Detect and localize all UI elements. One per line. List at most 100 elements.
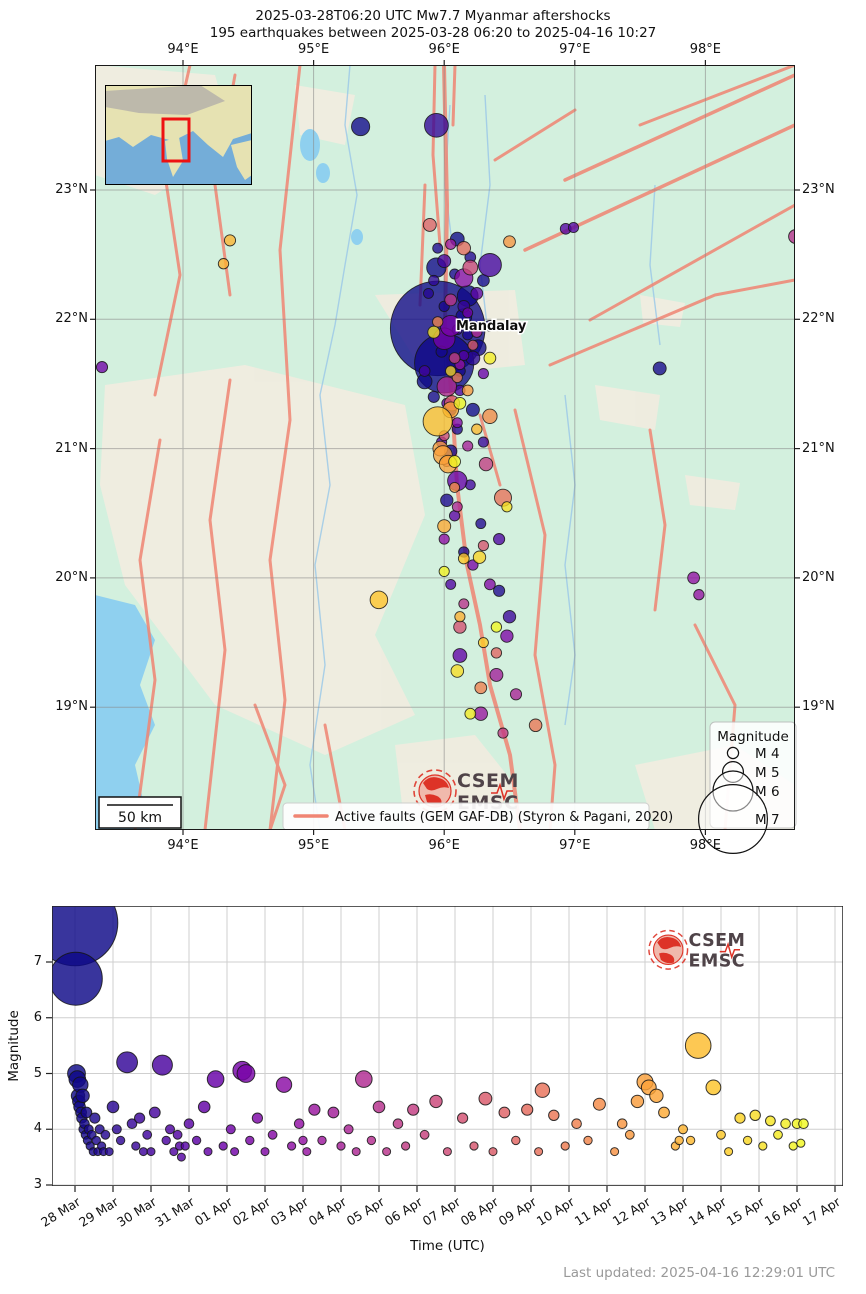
seismogram-icon (719, 941, 741, 960)
timeline-point (336, 1141, 346, 1151)
y-axis-label: Magnitude (6, 1010, 22, 1082)
scale-bar-label: 50 km (118, 810, 162, 826)
earthquake-marker (471, 326, 483, 338)
y-tick-label: 4 (33, 1121, 42, 1137)
timeline-point (138, 1147, 148, 1157)
map-lon-label-bottom: 94°E (167, 838, 199, 853)
map-lon-label-top: 97°E (559, 42, 591, 57)
faults-legend-label: Active faults (GEM GAF-DB) (Styron & Pag… (335, 810, 673, 825)
timeline-point (298, 1135, 308, 1146)
timeline-point (293, 1118, 305, 1129)
earthquake-marker (462, 440, 474, 452)
timeline-point (225, 1124, 236, 1135)
earthquake-marker (465, 402, 480, 417)
timeline-point (197, 1100, 211, 1114)
timeline-point (75, 1088, 90, 1104)
timeline-point (91, 1135, 101, 1146)
timeline-point (176, 1152, 186, 1162)
timeline-point (183, 1118, 195, 1129)
map-lat-label-left: 23°N (55, 182, 88, 197)
earthquake-marker (464, 707, 477, 720)
earthquake-marker (509, 688, 523, 701)
timeline-point (478, 1091, 493, 1106)
timeline-point (317, 1135, 327, 1146)
timeline-point (758, 1141, 768, 1151)
inset-delta (165, 137, 183, 177)
earthquake-marker (448, 352, 461, 364)
magnitude-legend-label: M 4 (755, 746, 780, 762)
timeline-point (534, 1147, 544, 1157)
timeline-point (488, 1147, 498, 1157)
timeline-point (630, 1094, 645, 1109)
timeline-point (773, 1129, 783, 1140)
earthquake-marker (503, 235, 516, 249)
earthquake-marker (472, 550, 487, 564)
timeline-point (245, 1135, 255, 1146)
earthquake-marker (423, 287, 434, 299)
timeline-point (649, 1088, 664, 1104)
earthquake-marker (477, 253, 502, 277)
y-tick-label: 6 (33, 1009, 42, 1025)
logo-text-csem: CSEM (457, 770, 519, 792)
earthquake-marker (445, 238, 457, 250)
timeline-point (592, 1097, 606, 1111)
earthquake-marker (693, 589, 705, 601)
earthquake-marker (438, 565, 450, 577)
timeline-point (724, 1147, 734, 1157)
city-label-mandalay: Mandalay (456, 319, 527, 334)
earthquake-marker (454, 611, 466, 623)
timeline-point (583, 1135, 593, 1146)
earthquake-marker (462, 307, 474, 319)
last-updated: Last updated: 2025-04-16 12:29:01 UTC (563, 1265, 835, 1281)
map-lon-label-bottom: 97°E (559, 838, 591, 853)
timeline-point (172, 1129, 183, 1140)
earthquake-marker (451, 417, 463, 429)
inset-overview-map (105, 85, 252, 185)
magnitude-legend-circle (726, 746, 740, 760)
timeline-point (366, 1135, 377, 1146)
map-lat-label-right: 19°N (802, 699, 835, 715)
earthquake-marker (477, 637, 489, 649)
map-lon-label-top: 95°E (297, 42, 330, 57)
earthquake-marker (497, 727, 509, 739)
earthquake-marker (687, 571, 700, 585)
timeline-point (678, 1124, 688, 1135)
earthquake-marker (483, 351, 497, 365)
earthquake-marker (471, 423, 483, 435)
timeline-point (302, 1147, 312, 1157)
earthquake-marker (451, 371, 463, 384)
earthquake-marker (461, 384, 474, 397)
map-lon-label-bottom: 95°E (297, 838, 330, 853)
main-title: 2025-03-28T06:20 UTC Mw7.7 Myanmar after… (255, 8, 611, 24)
timeline-point (260, 1147, 270, 1157)
map-lon-label-top: 94°E (167, 42, 199, 57)
map-gridlines (95, 65, 795, 830)
earthquake-marker (456, 241, 471, 256)
earthquake-marker (369, 590, 389, 610)
earthquake-marker (223, 234, 237, 247)
timeline-point (287, 1141, 297, 1151)
magnitude-legend-label: M 6 (755, 784, 780, 800)
magnitude-legend-label: M 7 (755, 812, 780, 828)
subtitle: 195 earthquakes between 2025-03-28 06:20… (209, 25, 657, 41)
timeline-point (165, 1124, 175, 1135)
timeline-point (308, 1103, 321, 1116)
timeline-point (658, 1106, 670, 1119)
timeline-point (796, 1138, 806, 1148)
earthquake-marker (448, 455, 461, 468)
earthquake-marker (490, 621, 503, 633)
earthquake-marker (501, 501, 513, 513)
map-lon-label-bottom: 96°E (428, 838, 460, 853)
map-lat-label-left: 19°N (55, 699, 88, 715)
earthquake-marker (95, 361, 109, 374)
timeline-point (218, 1141, 228, 1151)
earthquake-marker (438, 533, 450, 545)
timeline-point (236, 1064, 256, 1083)
timeline-point (142, 1129, 153, 1140)
timeline-point (115, 1135, 126, 1146)
earthquake-marker (477, 436, 489, 448)
earthquake-marker (478, 456, 494, 472)
earthquake-marker (502, 610, 517, 624)
earthquake-marker (475, 518, 487, 530)
